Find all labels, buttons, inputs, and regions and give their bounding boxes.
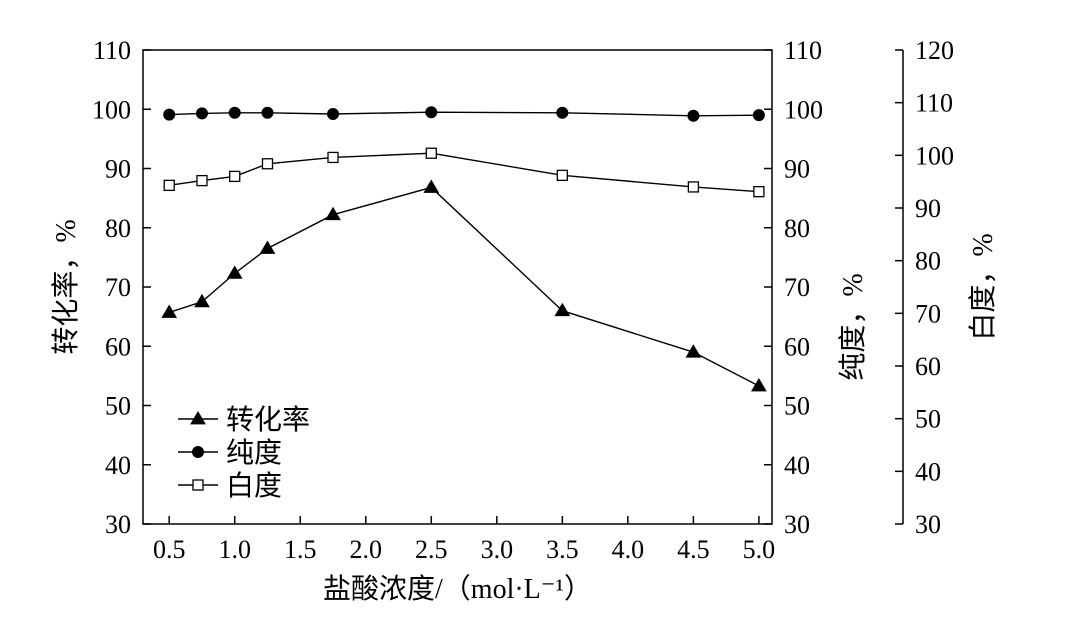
left-y-tick-label: 50 (105, 392, 131, 421)
x-tick-label: 1.0 (218, 535, 251, 564)
data-point (194, 293, 210, 308)
x-tick-label: 4.5 (677, 535, 710, 564)
left-y-tick-label: 110 (93, 36, 131, 65)
left-y-tick-label: 100 (92, 95, 131, 124)
right2-y-tick-label: 70 (915, 299, 941, 328)
data-point (195, 107, 208, 120)
data-point (425, 147, 437, 159)
right1-y-tick-label: 100 (784, 95, 823, 124)
right2-y-tick-label: 40 (915, 457, 941, 486)
legend-label: 白度 (226, 470, 282, 502)
left-y-tick-label: 90 (105, 155, 131, 184)
legend-entry: 纯度 (178, 437, 282, 469)
legend-marker (192, 446, 204, 458)
x-tick-label: 3.0 (481, 535, 514, 564)
data-point (163, 108, 176, 121)
data-point (556, 106, 569, 119)
legend-marker (190, 411, 206, 425)
right1-y-axis-title: 纯度，% (837, 273, 869, 380)
data-point (554, 302, 571, 317)
x-tick-label: 0.5 (153, 535, 186, 564)
series-line (169, 111, 759, 117)
right1-y-tick-label: 80 (784, 214, 810, 243)
data-point (687, 109, 700, 122)
right2-y-tick-label: 60 (915, 352, 941, 381)
right1-y-tick-label: 90 (784, 155, 810, 184)
left-y-tick-label: 40 (105, 451, 131, 480)
right1-y-tick-label: 60 (784, 332, 810, 361)
right2-y-tick-label: 90 (915, 194, 941, 223)
right1-y-tick-label: 70 (784, 273, 810, 302)
legend-entry: 转化率 (178, 404, 310, 436)
data-point (752, 109, 765, 122)
data-point (425, 106, 438, 119)
data-point (228, 106, 241, 119)
right2-y-tick-label: 120 (915, 36, 954, 65)
data-point (685, 344, 702, 358)
data-point (687, 181, 700, 193)
left-y-tick-label: 30 (105, 510, 131, 539)
left-y-tick-label: 80 (105, 214, 131, 243)
series-0 (161, 179, 767, 392)
right1-y-tick-label: 110 (784, 36, 822, 65)
data-point (327, 107, 340, 120)
right1-y-tick-label: 50 (784, 392, 810, 421)
axes-layer: 0.5 1.0 1.5 2.0 2.5 3.0 3.5 4.0 4.5 5.0 盐酸浓度/（mol·… (50, 36, 999, 605)
series-1 (163, 106, 765, 122)
data-point (161, 304, 178, 318)
series-line (168, 186, 760, 387)
x-tick-label: 4.0 (612, 535, 645, 564)
right2-y-tick-label: 80 (915, 247, 941, 276)
data-point (163, 179, 175, 192)
right2-y-tick-label: 110 (915, 89, 953, 118)
x-tick-label: 1.5 (284, 535, 317, 564)
data-point (261, 106, 274, 119)
legend-label: 纯度 (226, 437, 282, 469)
legend-entry: 白度 (178, 470, 282, 502)
series-line (169, 152, 759, 193)
data-point (556, 169, 568, 181)
left-y-axis-title: 转化率，% (50, 219, 82, 354)
left-y-tick-label: 70 (105, 273, 131, 302)
data-point (327, 151, 339, 164)
right1-y-tick-label: 40 (784, 451, 810, 480)
x-axis-title: 盐酸浓度/（mol·L⁻¹） (323, 573, 592, 605)
x-tick-label: 2.0 (350, 535, 383, 564)
data-point (196, 174, 208, 187)
right2-y-tick-label: 30 (915, 510, 941, 539)
data-point (261, 158, 274, 170)
data-point (751, 377, 767, 392)
left-y-tick-label: 60 (105, 332, 131, 361)
x-tick-label: 2.5 (415, 535, 448, 564)
legend-marker (192, 479, 204, 491)
right2-y-tick-label: 100 (915, 141, 954, 170)
data-point (226, 265, 243, 279)
x-tick-label: 5.0 (743, 535, 776, 564)
data-point (325, 206, 341, 221)
data-point (259, 240, 276, 254)
right2-y-tick-label: 50 (915, 405, 941, 434)
legend-label: 转化率 (226, 404, 310, 436)
data-point (753, 186, 765, 198)
series-2 (163, 147, 765, 198)
data-point (423, 179, 440, 193)
series-layer (161, 106, 767, 392)
right1-y-tick-label: 30 (784, 510, 810, 539)
right2-y-axis-title: 白度，% (967, 233, 999, 340)
data-point (229, 170, 241, 183)
x-tick-label: 3.5 (546, 535, 579, 564)
